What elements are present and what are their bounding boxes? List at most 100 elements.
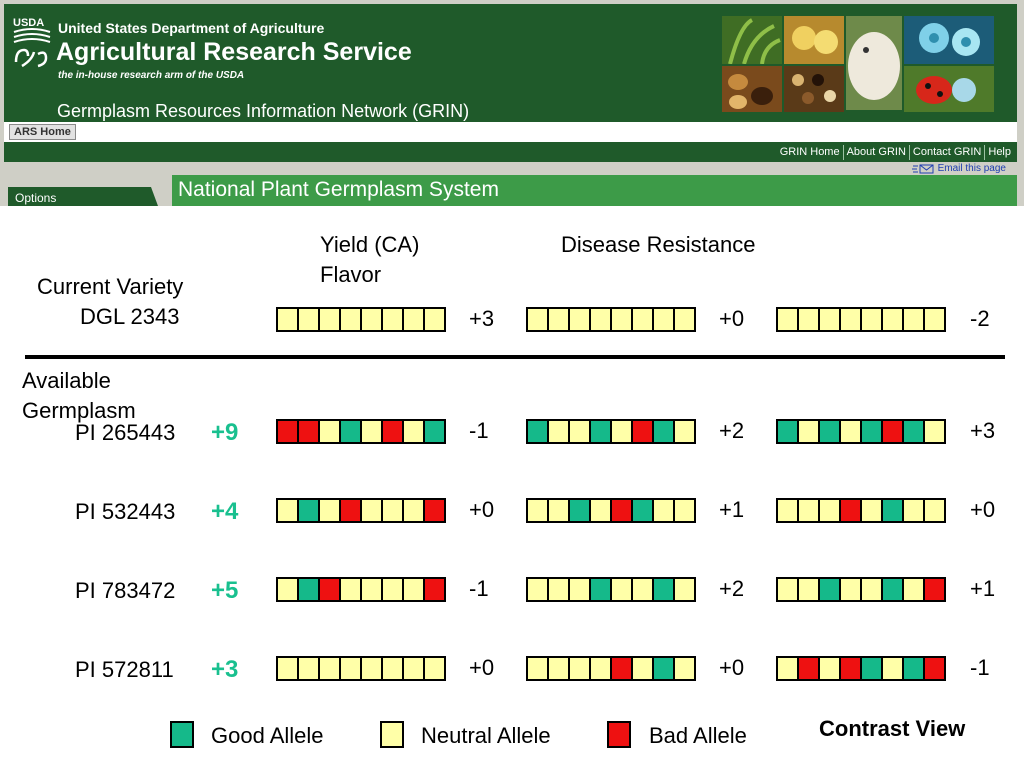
allele-cell <box>360 577 383 602</box>
allele-cell <box>797 656 820 681</box>
allele-cell <box>568 577 591 602</box>
allele-cell <box>839 498 862 523</box>
allele-cell <box>631 419 654 444</box>
usda-logo-icon[interactable]: USDA <box>12 14 52 70</box>
seeds-photo-icon <box>784 66 844 112</box>
sub-banner-strip <box>4 122 1017 142</box>
site-header: USDA United States Department of Agricul… <box>0 0 1024 206</box>
allele-cell <box>860 307 883 332</box>
allele-cell <box>902 419 925 444</box>
email-page-link[interactable]: Email this page <box>911 163 1006 174</box>
allele-cell <box>360 307 383 332</box>
current-trait1-allele-bar <box>276 307 446 332</box>
agency-tagline: the in-house research arm of the USDA <box>58 70 245 81</box>
nav-help[interactable]: Help <box>984 144 1014 160</box>
allele-cell <box>339 419 362 444</box>
allele-cell <box>360 419 383 444</box>
allele-cell <box>360 498 383 523</box>
ars-home-button[interactable]: ARS Home <box>9 124 76 140</box>
allele-cell <box>610 498 633 523</box>
trait-score: +3 <box>970 418 996 443</box>
allele-cell <box>652 577 675 602</box>
allele-cell <box>276 419 299 444</box>
allele-cell <box>276 656 299 681</box>
allele-cell <box>839 419 862 444</box>
allele-cell <box>818 498 841 523</box>
dept-title: United States Department of Agriculture <box>58 20 325 36</box>
nav-contact-grin[interactable]: Contact GRIN <box>908 144 984 160</box>
allele-cell <box>902 656 925 681</box>
trait-score: +0 <box>469 655 495 680</box>
allele-cell <box>673 307 696 332</box>
trait-score: -1 <box>469 418 489 443</box>
allele-cell <box>923 498 946 523</box>
allele-cell <box>652 656 675 681</box>
grin-nav-links: GRIN Home About GRIN Contact GRIN Help <box>777 142 1014 162</box>
allele-cell <box>839 656 862 681</box>
allele-cell <box>318 307 341 332</box>
grin-title[interactable]: Germplasm Resources Information Network … <box>57 101 470 121</box>
trait-score: +0 <box>469 497 495 522</box>
allele-cell <box>276 307 299 332</box>
allele-cell <box>402 656 425 681</box>
legend-bad-swatch <box>607 721 631 748</box>
allele-cell <box>402 498 425 523</box>
allele-cell <box>881 498 904 523</box>
current-trait3-allele-bar <box>776 307 946 332</box>
allele-cell <box>839 307 862 332</box>
ladybug-photo-icon <box>904 66 994 112</box>
allele-cell <box>818 419 841 444</box>
allele-cell <box>860 419 883 444</box>
germplasm-trait1-allele-bar <box>276 656 446 681</box>
allele-cell <box>402 577 425 602</box>
trait-score: +2 <box>719 418 745 443</box>
allele-cell <box>631 577 654 602</box>
germplasm-trait3-allele-bar <box>776 577 946 602</box>
allele-cell <box>547 577 570 602</box>
allele-cell <box>423 498 446 523</box>
allele-cell <box>610 307 633 332</box>
trait-score: -1 <box>970 655 990 680</box>
germplasm-id: PI 572811 <box>75 657 174 682</box>
germplasm-trait2-allele-bar <box>526 419 696 444</box>
allele-cell <box>589 577 612 602</box>
trait-score: +0 <box>719 655 745 680</box>
allele-cell <box>339 307 362 332</box>
allele-cell <box>776 656 799 681</box>
current-trait2-allele-bar <box>526 307 696 332</box>
allele-cell <box>610 656 633 681</box>
allele-cell <box>589 498 612 523</box>
allele-cell <box>881 419 904 444</box>
allele-cell <box>526 498 549 523</box>
trait-score: +0 <box>970 497 996 522</box>
allele-cell <box>818 577 841 602</box>
germplasm-trait3-allele-bar <box>776 656 946 681</box>
available-heading-line2: Germplasm <box>22 398 136 423</box>
nav-grin-home[interactable]: GRIN Home <box>779 145 840 158</box>
allele-cell <box>776 307 799 332</box>
allele-cell <box>297 419 320 444</box>
allele-cell <box>923 656 946 681</box>
legend-good-swatch <box>170 721 194 748</box>
allele-cell <box>797 419 820 444</box>
trait-score: +2 <box>719 576 745 601</box>
allele-cell <box>381 656 404 681</box>
options-tab[interactable]: Options <box>8 187 158 206</box>
allele-cell <box>381 498 404 523</box>
nav-about-grin[interactable]: About GRIN <box>842 144 909 160</box>
current-variety-name: DGL 2343 <box>80 304 180 329</box>
germplasm-total-score: +5 <box>211 577 239 604</box>
allele-cell <box>589 419 612 444</box>
cells-photo-icon <box>904 16 994 64</box>
allele-cell <box>818 656 841 681</box>
allele-cell <box>276 577 299 602</box>
allele-cell <box>526 419 549 444</box>
agency-title[interactable]: Agricultural Research Service <box>56 38 412 66</box>
germplasm-trait1-allele-bar <box>276 419 446 444</box>
allele-cell <box>360 656 383 681</box>
email-page-label[interactable]: Email this page <box>937 163 1006 174</box>
allele-cell <box>797 577 820 602</box>
allele-cell <box>339 498 362 523</box>
allele-cell <box>839 577 862 602</box>
allele-cell <box>318 419 341 444</box>
